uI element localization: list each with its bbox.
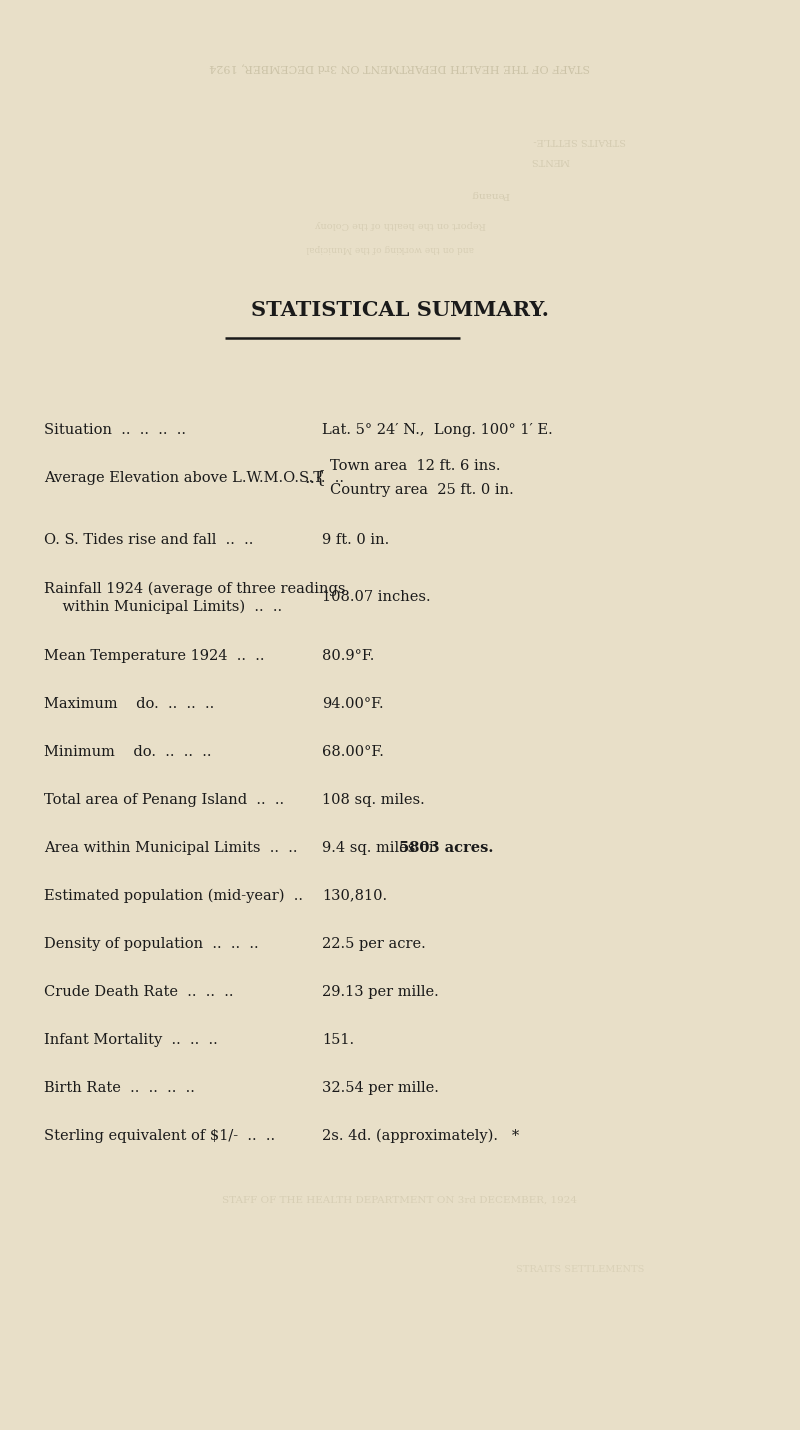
Text: Area within Municipal Limits  ..  ..: Area within Municipal Limits .. .. bbox=[44, 841, 298, 855]
Text: within Municipal Limits)  ..  ..: within Municipal Limits) .. .. bbox=[44, 599, 282, 613]
Text: STRAITS SETTLE-: STRAITS SETTLE- bbox=[534, 136, 626, 144]
Text: and on the working of the Municipal: and on the working of the Municipal bbox=[306, 243, 474, 253]
Text: STATISTICAL SUMMARY.: STATISTICAL SUMMARY. bbox=[251, 300, 549, 320]
Text: 22.5 per acre.: 22.5 per acre. bbox=[322, 937, 426, 951]
Text: Average Elevation above L.W.M.O.S.T.  ..: Average Elevation above L.W.M.O.S.T. .. bbox=[44, 470, 344, 485]
Text: Density of population  ..  ..  ..: Density of population .. .. .. bbox=[44, 937, 258, 951]
Text: 9.4 sq. miles or: 9.4 sq. miles or bbox=[322, 841, 441, 855]
Text: 108.07 inches.: 108.07 inches. bbox=[322, 591, 430, 605]
Text: Total area of Penang Island  ..  ..: Total area of Penang Island .. .. bbox=[44, 792, 284, 807]
Text: 151.: 151. bbox=[322, 1032, 354, 1047]
Text: Report on the health of the Colony: Report on the health of the Colony bbox=[314, 220, 486, 229]
Text: Infant Mortality  ..  ..  ..: Infant Mortality .. .. .. bbox=[44, 1032, 218, 1047]
Text: Lat. 5° 24′ N.,  Long. 100° 1′ E.: Lat. 5° 24′ N., Long. 100° 1′ E. bbox=[322, 423, 553, 438]
Text: Crude Death Rate  ..  ..  ..: Crude Death Rate .. .. .. bbox=[44, 985, 234, 998]
Text: 94.00°F.: 94.00°F. bbox=[322, 696, 384, 711]
Text: 68.00°F.: 68.00°F. bbox=[322, 745, 384, 758]
Text: 29.13 per mille.: 29.13 per mille. bbox=[322, 985, 438, 998]
Text: 5803 acres.: 5803 acres. bbox=[399, 841, 494, 855]
Text: Situation  ..  ..  ..  ..: Situation .. .. .. .. bbox=[44, 423, 186, 438]
Text: MENTS: MENTS bbox=[530, 156, 570, 164]
Text: 2s. 4d. (approximately).   *: 2s. 4d. (approximately). * bbox=[322, 1128, 519, 1143]
Text: Country area  25 ft. 0 in.: Country area 25 ft. 0 in. bbox=[330, 483, 514, 498]
Text: Maximum    do.  ..  ..  ..: Maximum do. .. .. .. bbox=[44, 696, 214, 711]
Text: 80.9°F.: 80.9°F. bbox=[322, 649, 374, 662]
Text: ..{: ..{ bbox=[304, 469, 326, 486]
Text: Rainfall 1924 (average of three readings: Rainfall 1924 (average of three readings bbox=[44, 581, 346, 596]
Text: 9 ft. 0 in.: 9 ft. 0 in. bbox=[322, 533, 390, 548]
Text: Town area  12 ft. 6 ins.: Town area 12 ft. 6 ins. bbox=[330, 459, 501, 473]
Text: Minimum    do.  ..  ..  ..: Minimum do. .. .. .. bbox=[44, 745, 211, 758]
Text: Mean Temperature 1924  ..  ..: Mean Temperature 1924 .. .. bbox=[44, 649, 265, 662]
Text: Estimated population (mid-year)  ..: Estimated population (mid-year) .. bbox=[44, 888, 303, 902]
Text: 32.54 per mille.: 32.54 per mille. bbox=[322, 1081, 439, 1094]
Text: Penang: Penang bbox=[470, 190, 510, 200]
Text: O. S. Tides rise and fall  ..  ..: O. S. Tides rise and fall .. .. bbox=[44, 533, 254, 548]
Text: 130,810.: 130,810. bbox=[322, 888, 387, 902]
Text: STAFF OF THE HEALTH DEPARTMENT ON 3rd DECEMBER, 1924: STAFF OF THE HEALTH DEPARTMENT ON 3rd DE… bbox=[222, 1195, 578, 1204]
Text: Sterling equivalent of $1/-  ..  ..: Sterling equivalent of $1/- .. .. bbox=[44, 1128, 275, 1143]
Text: 108 sq. miles.: 108 sq. miles. bbox=[322, 792, 425, 807]
Text: STAFF OF THE HEALTH DEPARTMENT ON 3rd DECEMBER, 1924: STAFF OF THE HEALTH DEPARTMENT ON 3rd DE… bbox=[210, 63, 590, 73]
Text: STRAITS SETTLEMENTS: STRAITS SETTLEMENTS bbox=[516, 1266, 644, 1274]
Text: Birth Rate  ..  ..  ..  ..: Birth Rate .. .. .. .. bbox=[44, 1081, 195, 1094]
